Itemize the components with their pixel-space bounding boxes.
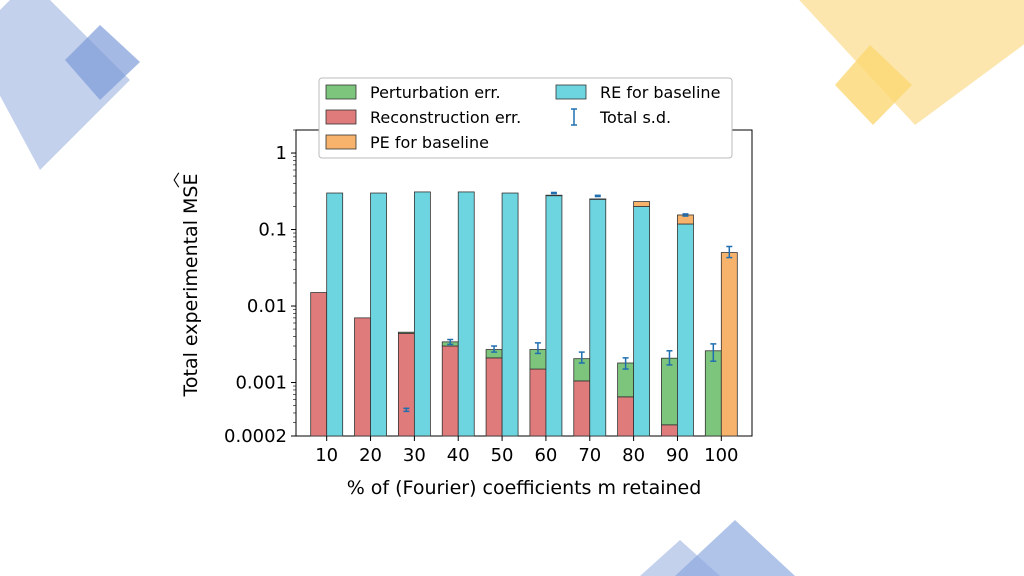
legend-swatch (555, 84, 587, 100)
errorbars-group (403, 191, 733, 413)
y-axis-label: Total experimental MSE (180, 174, 202, 398)
bar-re-baseline (413, 191, 431, 437)
y-tick-label: 0.0002 (224, 426, 287, 447)
bar-reconstruction-err (485, 357, 503, 437)
legend-label: PE for baseline (370, 133, 489, 152)
x-axis: 10 20 30 40 50 60 70 80 90 100 (315, 436, 738, 466)
bar-re-baseline (457, 191, 475, 437)
bar-perturbation-err (704, 350, 722, 437)
bar-reconstruction-err (310, 292, 328, 437)
x-tick-label: 10 (315, 445, 338, 466)
bar-re-baseline (545, 194, 563, 437)
bar-re-baseline (370, 192, 387, 437)
legend-swatch (325, 134, 357, 150)
legend-label: Total s.d. (599, 108, 671, 127)
y-axis-label-hat: ︿ (163, 172, 182, 188)
y-tick-label: 1 (276, 143, 287, 164)
bar-re-baseline (633, 206, 651, 437)
legend-swatch (325, 84, 357, 100)
blue-diamond-top-left (0, 0, 140, 170)
x-axis-label: % of (Fourier) coefficients m retained (347, 477, 702, 499)
x-tick-label: 70 (578, 445, 601, 466)
bar-reconstruction-err (397, 332, 415, 437)
y-tick-label: 0.001 (235, 373, 287, 394)
bar-reconstruction-err (441, 345, 459, 437)
x-tick-label: 90 (666, 445, 689, 466)
bar-pe-baseline (720, 252, 738, 437)
x-tick-label: 30 (403, 445, 426, 466)
legend: Perturbation err. Reconstruction err. PE f… (318, 77, 733, 159)
y-tick-label: 0.01 (247, 296, 287, 317)
x-tick-label: 50 (491, 445, 514, 466)
bar-pe-baseline (589, 198, 607, 200)
blue-diamond-bottom (640, 520, 795, 576)
bar-reconstruction-err (661, 424, 678, 437)
bar-perturbation-err (397, 331, 415, 334)
bar-pe-baseline (545, 194, 563, 197)
bar-re-baseline (326, 192, 344, 437)
legend-swatch (325, 109, 357, 125)
legend-label: Reconstruction err. (370, 108, 521, 127)
bar-re-baseline (677, 223, 694, 437)
bar-perturbation-err (661, 357, 678, 426)
bar-reconstruction-err (354, 317, 371, 437)
x-tick-label: 40 (447, 445, 470, 466)
x-tick-label: 100 (704, 445, 738, 466)
x-tick-label: 20 (359, 445, 382, 466)
legend-frame (318, 77, 733, 159)
y-tick-label: 0.1 (258, 220, 287, 241)
bar-reconstruction-err (617, 396, 635, 437)
legend-label: RE for baseline (600, 83, 720, 102)
bar-re-baseline (589, 198, 607, 437)
bar-reconstruction-err (573, 380, 591, 437)
legend-label: Perturbation err. (370, 83, 501, 102)
y-axis: 1 0.1 0.01 0.001 0.0002 (224, 129, 296, 447)
bar-re-baseline (501, 192, 519, 437)
bar-reconstruction-err (529, 368, 547, 437)
x-tick-label: 60 (534, 445, 557, 466)
yellow-diamond-top-right (799, 0, 1024, 125)
bar-pe-baseline (633, 201, 651, 207)
bars-group (310, 191, 738, 437)
x-tick-label: 80 (622, 445, 645, 466)
